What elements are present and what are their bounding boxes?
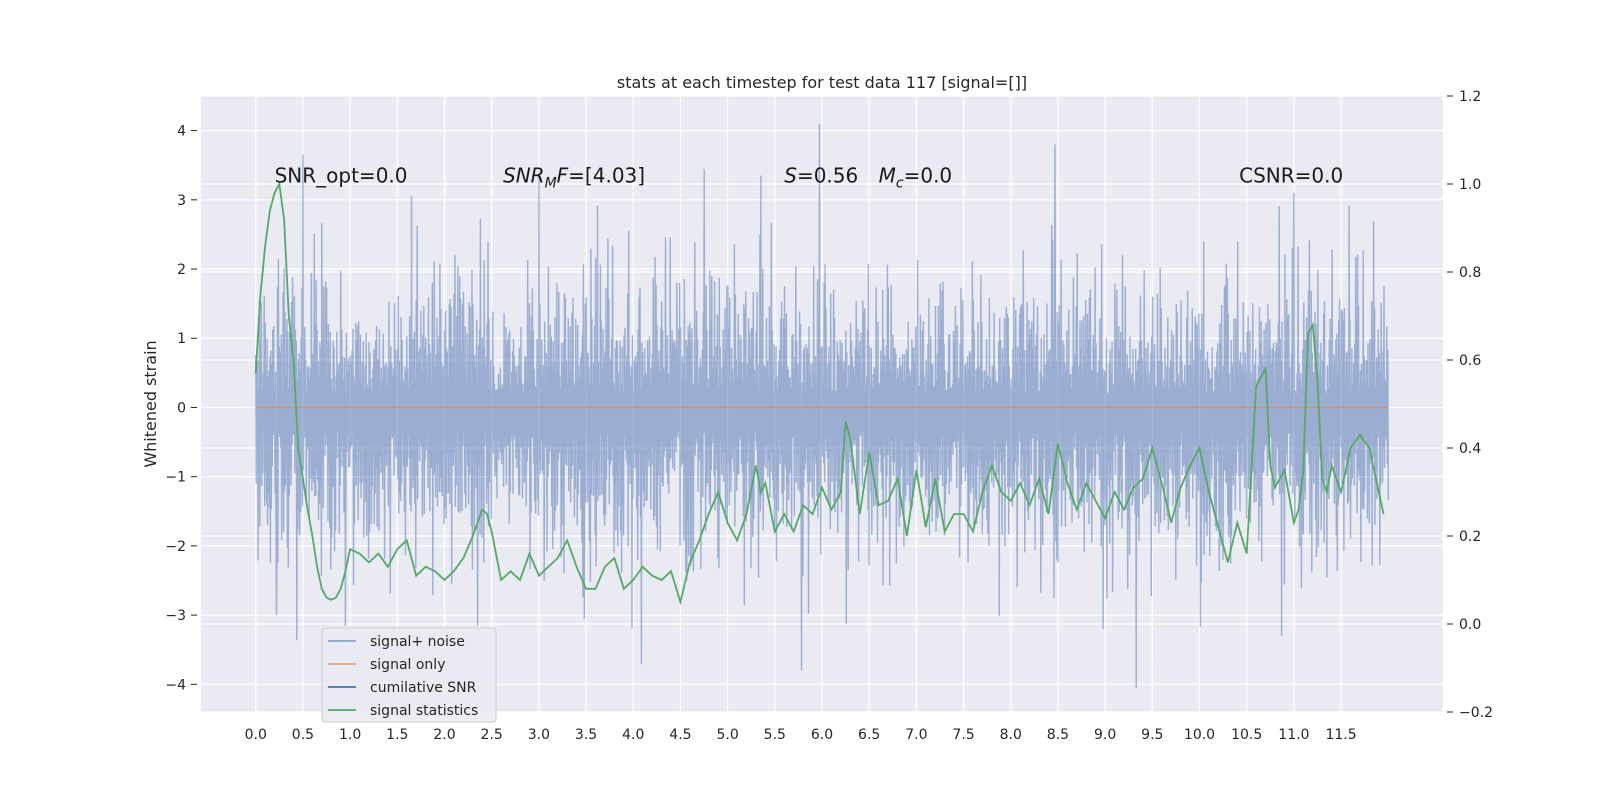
- y-tick-label: −2: [165, 539, 186, 555]
- x-axis-ticks: 0.0 0.5 1.0 1.5 2.0 2.5 3.0 3.5 4.0 4.5 5.0 5.5 6.0 6…: [245, 727, 1357, 743]
- y-tick-label: 2: [177, 262, 186, 278]
- x-tick-label: 7.0: [905, 727, 927, 743]
- y2-tick-label: 1.0: [1459, 177, 1481, 193]
- x-tick-label: 10.0: [1184, 727, 1215, 743]
- x-tick-label: 3.0: [528, 727, 550, 743]
- signal-statistics-line: [254, 181, 1385, 606]
- legend-box: [321, 627, 497, 723]
- legend: signal+ noise signal only cumilative SNR si…: [321, 627, 497, 723]
- y2-tick-label: 1.2: [1459, 89, 1481, 105]
- x-tick-label: 0.5: [292, 727, 314, 743]
- x-tick-label: 0.0: [245, 727, 267, 743]
- y2-tick-label: 0.8: [1459, 265, 1481, 281]
- y2-tick-label: 0.6: [1459, 353, 1481, 369]
- y-axis-label: Whitened strain: [141, 340, 160, 467]
- x-tick-label: 5.0: [716, 727, 738, 743]
- annotation-part: F: [557, 164, 569, 188]
- y2-tick-label: 0.2: [1459, 529, 1481, 545]
- x-tick-label: 1.5: [386, 727, 408, 743]
- legend-entry-label: signal statistics: [370, 703, 478, 719]
- x-tick-label: 8.0: [1000, 727, 1022, 743]
- x-tick-label: 6.5: [858, 727, 880, 743]
- x-tick-label: 9.0: [1094, 727, 1116, 743]
- x-tick-label: 10.5: [1231, 727, 1262, 743]
- annotation-part: c: [896, 176, 904, 192]
- x-tick-label: 4.0: [622, 727, 644, 743]
- annotation-part: SNR: [503, 164, 545, 188]
- annotation-part: SNR_opt=0.0: [275, 164, 408, 188]
- annotation-part: =[4.03]: [568, 164, 645, 188]
- x-tick-label: 8.5: [1047, 727, 1069, 743]
- y-axis-ticks: 4 3 2 1 0 −1 −2 −3 −4: [165, 124, 197, 693]
- y-tick-label: 0: [177, 400, 186, 416]
- y-tick-label: 3: [177, 193, 186, 209]
- x-tick-label: 4.5: [669, 727, 691, 743]
- annotation-part: S: [784, 164, 797, 188]
- x-tick-label: 2.0: [433, 727, 455, 743]
- annotation-part: CSNR=0.0: [1239, 164, 1343, 188]
- annotation-part: =0.56: [797, 164, 858, 188]
- legend-entry-label: signal+ noise: [370, 634, 465, 650]
- annotation-part: M: [545, 176, 557, 192]
- y2-tick-label: 0.4: [1459, 441, 1481, 457]
- x-tick-label: 6.0: [811, 727, 833, 743]
- y-tick-label: −3: [165, 608, 186, 624]
- y-tick-label: 1: [177, 331, 186, 347]
- y2-axis-ticks: 1.2 1.0 0.8 0.6 0.4 0.2 0.0 −0.2: [1447, 89, 1493, 721]
- legend-entry-label: cumilative SNR: [370, 680, 477, 696]
- annotations: SNR_opt=0.0 SNRMF=[4.03] S=0.56 Mc=0.0 CSNR=…: [275, 164, 1344, 192]
- annotation-text: S=0.56: [784, 164, 858, 188]
- annotation-text: SNRMF=[4.03]: [503, 164, 645, 192]
- x-tick-label: 11.0: [1278, 727, 1309, 743]
- x-tick-label: 1.0: [339, 727, 361, 743]
- annotation-text: CSNR=0.0: [1239, 164, 1343, 188]
- y2-tick-label: 0.0: [1459, 617, 1481, 633]
- x-tick-label: 11.5: [1325, 727, 1356, 743]
- signal-noise-line: [255, 123, 1389, 688]
- annotation-part: M: [879, 164, 896, 188]
- x-tick-label: 2.5: [481, 727, 503, 743]
- annotation-text: SNR_opt=0.0: [275, 164, 408, 188]
- annotation-text: Mc=0.0: [879, 164, 953, 192]
- x-tick-label: 9.5: [1141, 727, 1163, 743]
- y2-tick-label: −0.2: [1459, 705, 1493, 721]
- legend-entry-label: signal only: [370, 657, 445, 673]
- signal-statistics-series: [254, 181, 1385, 606]
- annotation-part: =0.0: [904, 164, 953, 188]
- y-tick-label: −4: [165, 677, 186, 693]
- signal-noise-series: [255, 123, 1389, 688]
- x-tick-label: 5.5: [764, 727, 786, 743]
- chart-title: stats at each timestep for test data 117…: [617, 73, 1027, 92]
- y-tick-label: 4: [177, 124, 186, 140]
- x-tick-label: 3.5: [575, 727, 597, 743]
- y-tick-label: −1: [165, 470, 186, 486]
- x-tick-label: 7.5: [952, 727, 974, 743]
